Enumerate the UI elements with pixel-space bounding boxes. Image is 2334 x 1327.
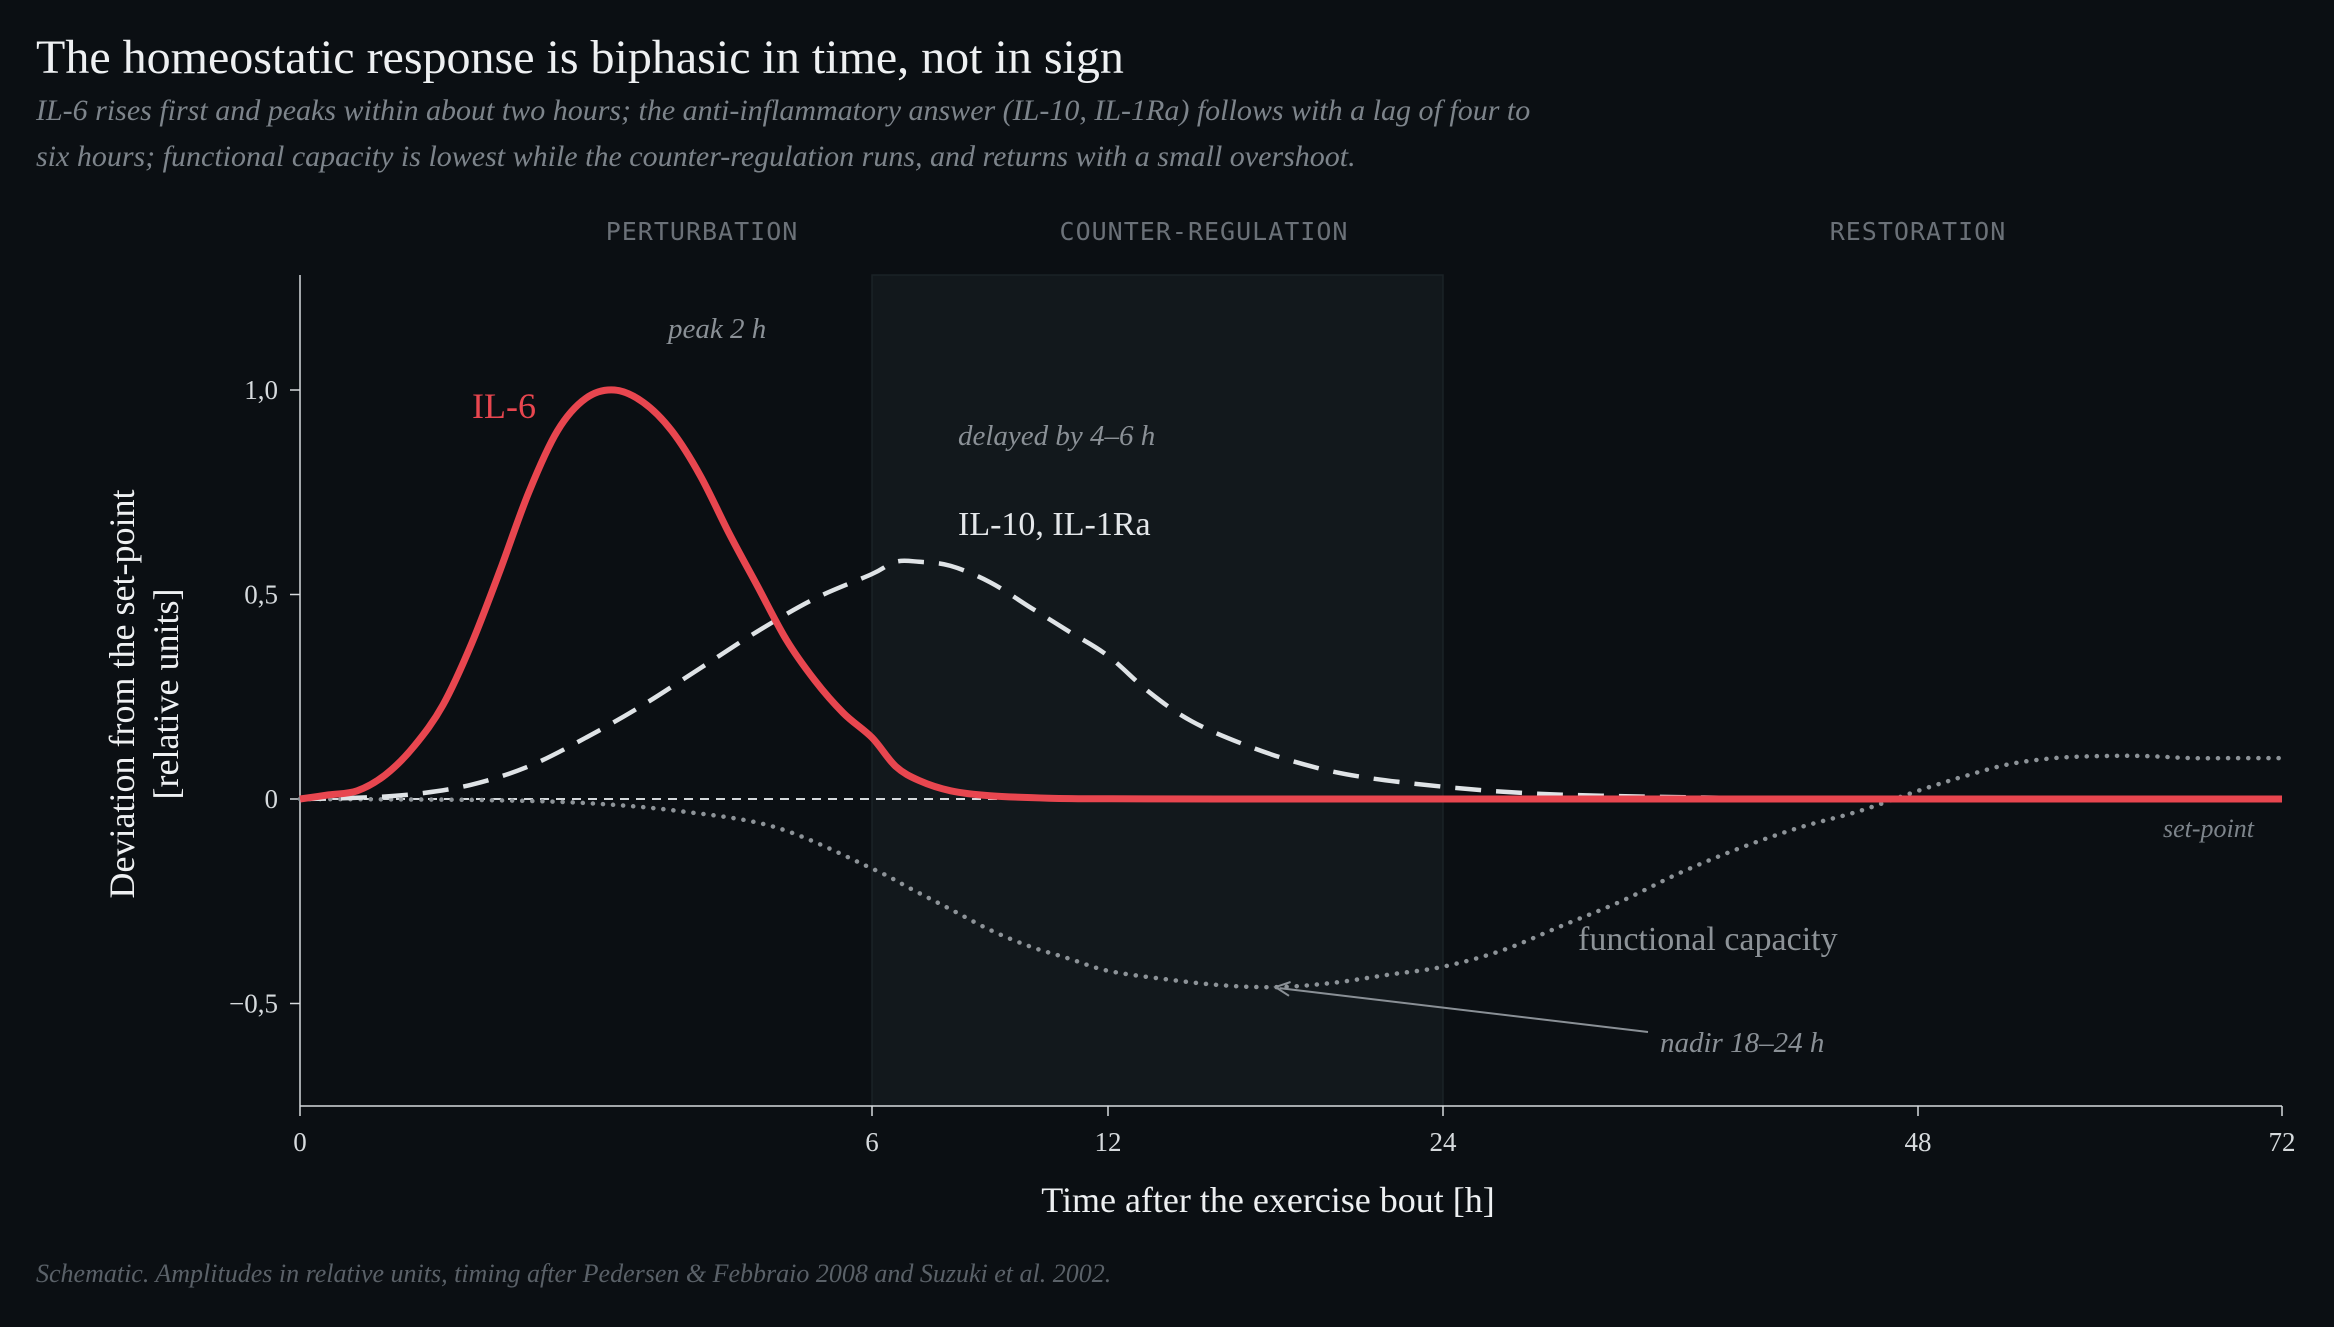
phase-label-restoration: RESTORATION: [1830, 217, 2007, 246]
chart-subtitle-line-1: IL-6 rises first and peaks within about …: [35, 94, 1530, 127]
series-label-il6: IL-6: [472, 386, 536, 426]
footnote: Schematic. Amplitudes in relative units,…: [36, 1259, 1111, 1288]
x-tick-label: 12: [1095, 1127, 1122, 1157]
nadir-arrowhead: [1273, 981, 1291, 997]
x-tick-label: 24: [1430, 1127, 1458, 1157]
annotation-nadir: nadir 18–24 h: [1660, 1027, 1824, 1059]
chart-subtitle-line-2: six hours; functional capacity is lowest…: [36, 140, 1356, 173]
y-axis-label-line-2: [relative units]: [146, 589, 186, 800]
y-axis-label: Deviation from the set-point [relative u…: [102, 490, 186, 899]
annotation-peak: peak 2 h: [666, 313, 766, 345]
x-axis-ticks: 0 6 12 24 48 72: [293, 1106, 2296, 1157]
phase-label-counter-regulation: COUNTER-REGULATION: [1060, 217, 1349, 246]
y-axis-label-line-1: Deviation from the set-point: [102, 490, 142, 899]
y-tick-label: 1,0: [244, 375, 278, 405]
x-tick-label: 48: [1905, 1127, 1932, 1157]
annotation-set-point: set-point: [2163, 814, 2255, 843]
annotation-delay: delayed by 4–6 h: [958, 420, 1155, 452]
nadir-arrow: [1279, 987, 1649, 1033]
chart-title: The homeostatic response is biphasic in …: [36, 31, 1124, 84]
y-tick-label: 0,5: [244, 580, 278, 610]
series-label-functional-capacity: functional capacity: [1578, 921, 1838, 958]
counter-regulation-band: [871, 274, 1444, 1107]
phase-label-perturbation: PERTURBATION: [606, 217, 799, 246]
y-tick-label: −0,5: [229, 989, 278, 1019]
y-axis-ticks: −0,5 0 0,5 1,0: [229, 375, 300, 1019]
x-axis-label: Time after the exercise bout [h]: [1041, 1180, 1495, 1220]
series-label-il10-il1ra: IL-10, IL-1Ra: [958, 506, 1151, 543]
x-tick-label: 72: [2269, 1127, 2296, 1157]
y-tick-label: 0: [265, 784, 279, 814]
series-il6-line: [299, 386, 2282, 803]
series-il10-il1ra-line: [299, 558, 2282, 802]
x-tick-label: 0: [293, 1127, 307, 1157]
x-tick-label: 6: [865, 1127, 879, 1157]
